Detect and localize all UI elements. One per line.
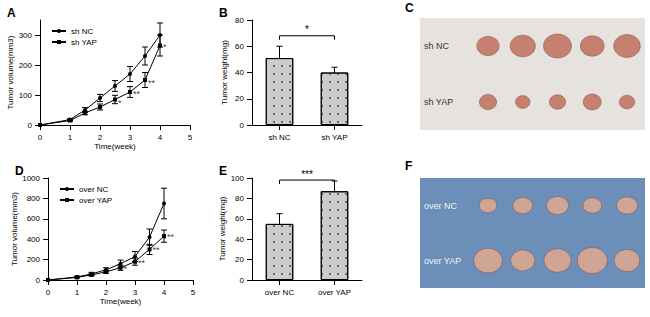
svg-text:60: 60 <box>235 42 244 51</box>
svg-text:3: 3 <box>128 133 133 142</box>
svg-text:4: 4 <box>158 133 163 142</box>
svg-text:C: C <box>405 1 414 15</box>
svg-text:80: 80 <box>235 16 244 25</box>
svg-text:Tumor weight(mg): Tumor weight(mg) <box>218 196 227 261</box>
svg-text:40: 40 <box>235 68 244 77</box>
svg-text:D: D <box>15 164 24 178</box>
svg-text:2: 2 <box>104 288 109 297</box>
svg-text:2: 2 <box>98 133 103 142</box>
svg-text:200: 200 <box>19 61 33 70</box>
svg-text:600: 600 <box>27 214 41 223</box>
svg-text:300: 300 <box>19 31 33 40</box>
svg-text:1: 1 <box>68 133 73 142</box>
svg-text:over YAP: over YAP <box>318 288 351 297</box>
svg-text:*: * <box>305 24 309 35</box>
svg-text:over YAP: over YAP <box>79 196 112 205</box>
svg-text:sh YAP: sh YAP <box>322 133 348 142</box>
svg-text:5: 5 <box>191 288 196 297</box>
svg-text:800: 800 <box>27 194 41 203</box>
svg-text:sh NC: sh NC <box>424 41 450 51</box>
svg-text:80: 80 <box>235 194 244 203</box>
svg-text:**: ** <box>148 78 156 88</box>
svg-text:over YAP: over YAP <box>424 256 461 266</box>
svg-text:over NC: over NC <box>424 201 458 211</box>
svg-text:E: E <box>219 164 227 178</box>
svg-text:3: 3 <box>133 288 138 297</box>
svg-text:*: * <box>163 42 167 52</box>
svg-text:0: 0 <box>28 121 33 130</box>
svg-text:Time(week): Time(week) <box>94 142 136 151</box>
svg-text:0: 0 <box>38 133 43 142</box>
svg-text:0: 0 <box>36 276 41 285</box>
svg-text:over NC: over NC <box>265 288 295 297</box>
svg-text:*: * <box>118 98 122 108</box>
svg-text:0: 0 <box>240 276 245 285</box>
svg-text:B: B <box>219 6 228 20</box>
svg-text:Tumor volume(mm3): Tumor volume(mm3) <box>10 192 19 266</box>
svg-text:A: A <box>7 6 16 20</box>
svg-text:20: 20 <box>235 255 244 264</box>
svg-text:1: 1 <box>75 288 80 297</box>
svg-text:4: 4 <box>162 288 167 297</box>
svg-text:**: ** <box>167 232 175 242</box>
svg-text:60: 60 <box>235 214 244 223</box>
svg-text:**: ** <box>138 258 146 268</box>
svg-text:200: 200 <box>27 255 41 264</box>
svg-text:**: ** <box>133 89 141 99</box>
svg-text:F: F <box>405 159 412 173</box>
svg-text:sh YAP: sh YAP <box>71 38 97 47</box>
svg-text:Tumor weight(mg): Tumor weight(mg) <box>220 40 229 105</box>
svg-text:100: 100 <box>231 174 245 183</box>
svg-text:1000: 1000 <box>22 174 40 183</box>
svg-text:**: ** <box>153 245 161 255</box>
svg-text:sh YAP: sh YAP <box>424 97 453 107</box>
svg-text:0: 0 <box>240 121 245 130</box>
svg-text:20: 20 <box>235 94 244 103</box>
svg-text:0: 0 <box>46 288 51 297</box>
svg-text:Tumor volume(mm3): Tumor volume(mm3) <box>6 35 15 109</box>
svg-text:over NC: over NC <box>79 185 109 194</box>
svg-text:sh NC: sh NC <box>268 133 290 142</box>
svg-text:5: 5 <box>188 133 193 142</box>
svg-text:Time(week): Time(week) <box>100 297 142 306</box>
svg-text:400: 400 <box>27 235 41 244</box>
svg-text:sh NC: sh NC <box>71 27 93 36</box>
svg-text:40: 40 <box>235 235 244 244</box>
svg-text:100: 100 <box>19 91 33 100</box>
svg-text:***: *** <box>301 169 313 180</box>
